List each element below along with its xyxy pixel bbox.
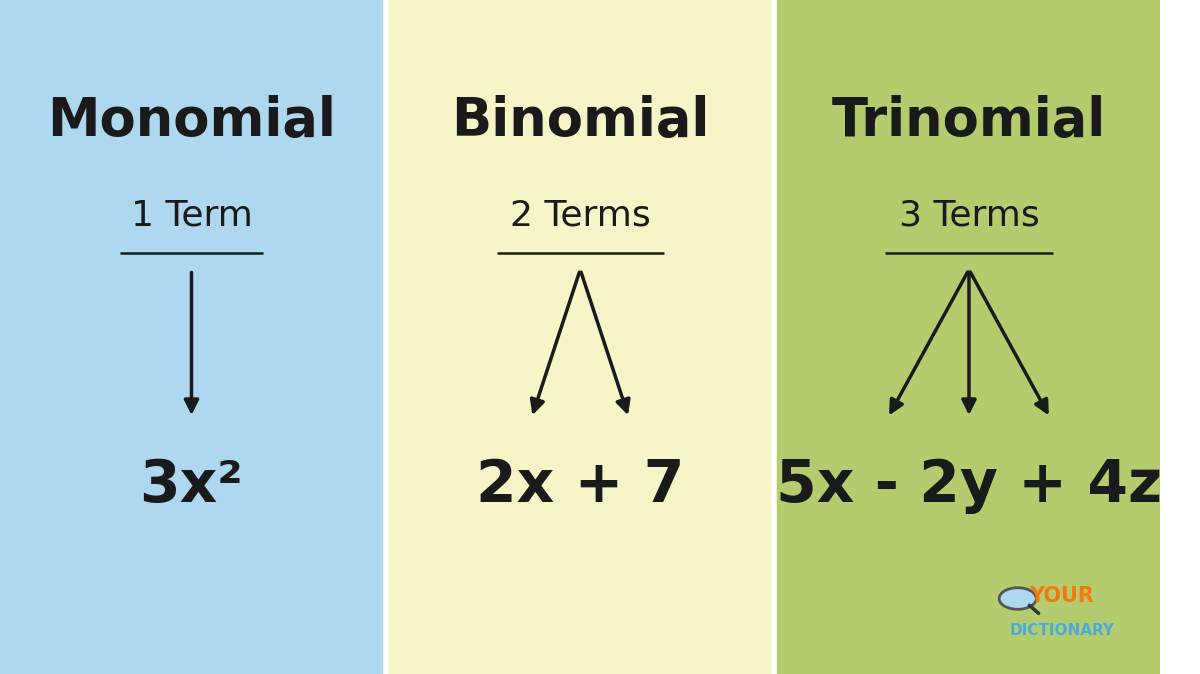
Text: Binomial: Binomial xyxy=(451,95,709,148)
Text: 3 Terms: 3 Terms xyxy=(899,199,1039,233)
Text: 5x - 2y + 4z: 5x - 2y + 4z xyxy=(776,457,1162,514)
Text: Trinomial: Trinomial xyxy=(832,95,1106,148)
FancyBboxPatch shape xyxy=(0,0,386,674)
Text: Monomial: Monomial xyxy=(47,95,336,148)
Text: 2 Terms: 2 Terms xyxy=(510,199,650,233)
Text: 3x²: 3x² xyxy=(139,457,244,514)
Text: DICTIONARY: DICTIONARY xyxy=(1009,623,1115,638)
FancyBboxPatch shape xyxy=(386,0,774,674)
Circle shape xyxy=(1000,588,1037,609)
Text: YOUR: YOUR xyxy=(1030,586,1094,607)
Text: 1 Term: 1 Term xyxy=(131,199,252,233)
Text: 2x + 7: 2x + 7 xyxy=(476,457,684,514)
FancyBboxPatch shape xyxy=(774,0,1160,674)
